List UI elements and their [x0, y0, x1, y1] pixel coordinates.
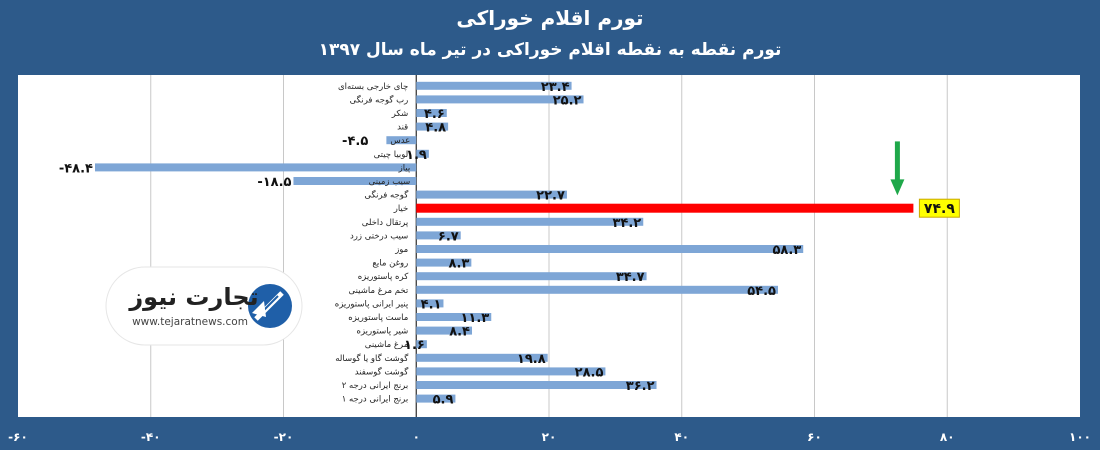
bar	[416, 231, 461, 240]
bar	[416, 122, 449, 131]
value-label: ۷۴.۹	[924, 201, 955, 217]
value-label: ۳۴.۲	[613, 216, 642, 231]
x-tick-label: ۸۰	[939, 430, 955, 444]
bar	[416, 109, 447, 117]
category-label: خیار	[393, 204, 409, 214]
category-label: کره پاستوریزه	[358, 272, 409, 282]
bar	[416, 272, 647, 281]
down-arrow-icon	[890, 141, 905, 196]
value-label: ۸.۳	[449, 257, 470, 272]
category-label: گوشت گوسفند	[355, 366, 409, 377]
category-label: پیاز	[398, 163, 411, 173]
bar	[416, 326, 473, 335]
value-label: ۵۸.۳	[772, 243, 801, 258]
x-tick-label: ۱۰۰	[1069, 430, 1091, 444]
bar	[416, 285, 778, 294]
value-label: ۱.۹	[406, 148, 427, 163]
bar	[416, 299, 444, 308]
value-label: ۴.۶	[424, 107, 445, 122]
value-label: ۵.۹	[433, 393, 454, 408]
category-label: ماست پاستوریزه	[348, 313, 408, 323]
category-label: برنج ایرانی درجه ۲	[342, 381, 409, 391]
x-tick-label: -۶۰	[8, 430, 28, 444]
category-label: برنج ایرانی درجه ۱	[342, 395, 409, 405]
logo-url-text: www.tejaratnews.com	[132, 316, 248, 328]
category-label: شیر پاستوریزه	[357, 327, 409, 337]
x-tick-label: ۴۰	[674, 430, 690, 444]
value-label-box	[918, 198, 960, 218]
value-label: ۲۲.۷	[536, 189, 565, 204]
category-label: پرتقال داخلی	[362, 218, 409, 228]
bar	[416, 149, 429, 158]
x-tick-label: -۲۰	[273, 430, 294, 444]
value-label: ۳۶.۲	[626, 379, 655, 394]
value-label: ۴.۱	[421, 297, 442, 312]
value-label: -۴۸.۴	[59, 161, 93, 176]
value-label: ۲۵.۲	[553, 93, 582, 108]
category-label: قند	[397, 123, 408, 133]
bar	[416, 203, 914, 213]
category-label: روغن مایع	[372, 259, 408, 269]
category-label: گوشت گاو یا گوساله	[335, 353, 409, 364]
bar-chart: چای خارجی بسته‌ای رب گوجه فرنگی شکر قند عدس ل…	[59, 75, 960, 417]
value-label: -۱۸.۵	[257, 175, 291, 190]
chart-title: تورم اقلام خوراکی	[456, 6, 644, 30]
bar	[416, 258, 472, 267]
category-label: سیب زمینی	[369, 177, 411, 187]
value-label: -۴.۵	[342, 134, 368, 149]
category-label: پنیر ایرانی پاستوریزه	[335, 299, 409, 309]
category-label: تخم مرغ ماشینی	[349, 286, 409, 296]
x-tick-label: -۴۰	[140, 430, 161, 444]
bar	[386, 136, 417, 145]
category-label: رب گوجه فرنگی	[350, 94, 409, 105]
bar	[416, 245, 804, 253]
value-label: ۱۹.۸	[517, 352, 546, 367]
tejarat-news-logo: تجارت نیوز www.tejaratnews.com	[105, 266, 303, 346]
arrow-head	[890, 179, 905, 196]
category-label: سیب درختی زرد	[350, 231, 408, 241]
bar	[416, 367, 606, 376]
value-label: ۶.۷	[438, 229, 459, 244]
bar	[94, 163, 417, 172]
plot-area: چای خارجی بسته‌ای رب گوجه فرنگی شکر قند عدس ل…	[18, 75, 1080, 417]
value-label: ۱.۶	[404, 338, 425, 353]
value-label: ۸.۴	[449, 325, 470, 340]
bar	[416, 217, 644, 226]
category-label: گوجه فرنگی	[364, 190, 409, 201]
value-label: ۲۸.۵	[575, 365, 604, 380]
x-tick-label: ۰	[412, 430, 420, 444]
bar	[416, 394, 456, 403]
bar	[416, 190, 567, 199]
arrow-shaft	[894, 141, 900, 182]
value-label: ۱۱.۳	[461, 311, 490, 326]
value-label: ۳۴.۷	[616, 270, 645, 285]
category-label: چای خارجی بسته‌ای	[338, 82, 408, 92]
category-label: لوبیا چیتی	[374, 150, 409, 160]
value-label: ۴.۸	[425, 121, 446, 136]
category-label: موز	[394, 245, 408, 255]
x-tick-label: ۲۰	[541, 430, 557, 444]
bar	[416, 353, 548, 362]
value-label: ۲۳.۴	[541, 80, 570, 95]
bar	[416, 313, 492, 321]
category-label: شکر	[391, 109, 409, 119]
bar	[416, 340, 427, 349]
chart-subtitle: تورم نقطه به نقطه اقلام خوراکی در تیر ما…	[318, 40, 782, 60]
logo-brand-text: تجارت نیوز	[128, 283, 258, 311]
bar	[293, 177, 417, 185]
tejarat-news-logo-icon	[248, 284, 292, 328]
value-label: ۵۴.۵	[747, 284, 776, 299]
x-tick-label: ۶۰	[807, 430, 822, 444]
bar	[416, 381, 657, 389]
bar	[416, 95, 584, 104]
category-label: عدس	[390, 136, 410, 146]
bar	[416, 81, 572, 90]
category-label: مرغ ماشینی	[365, 340, 409, 350]
